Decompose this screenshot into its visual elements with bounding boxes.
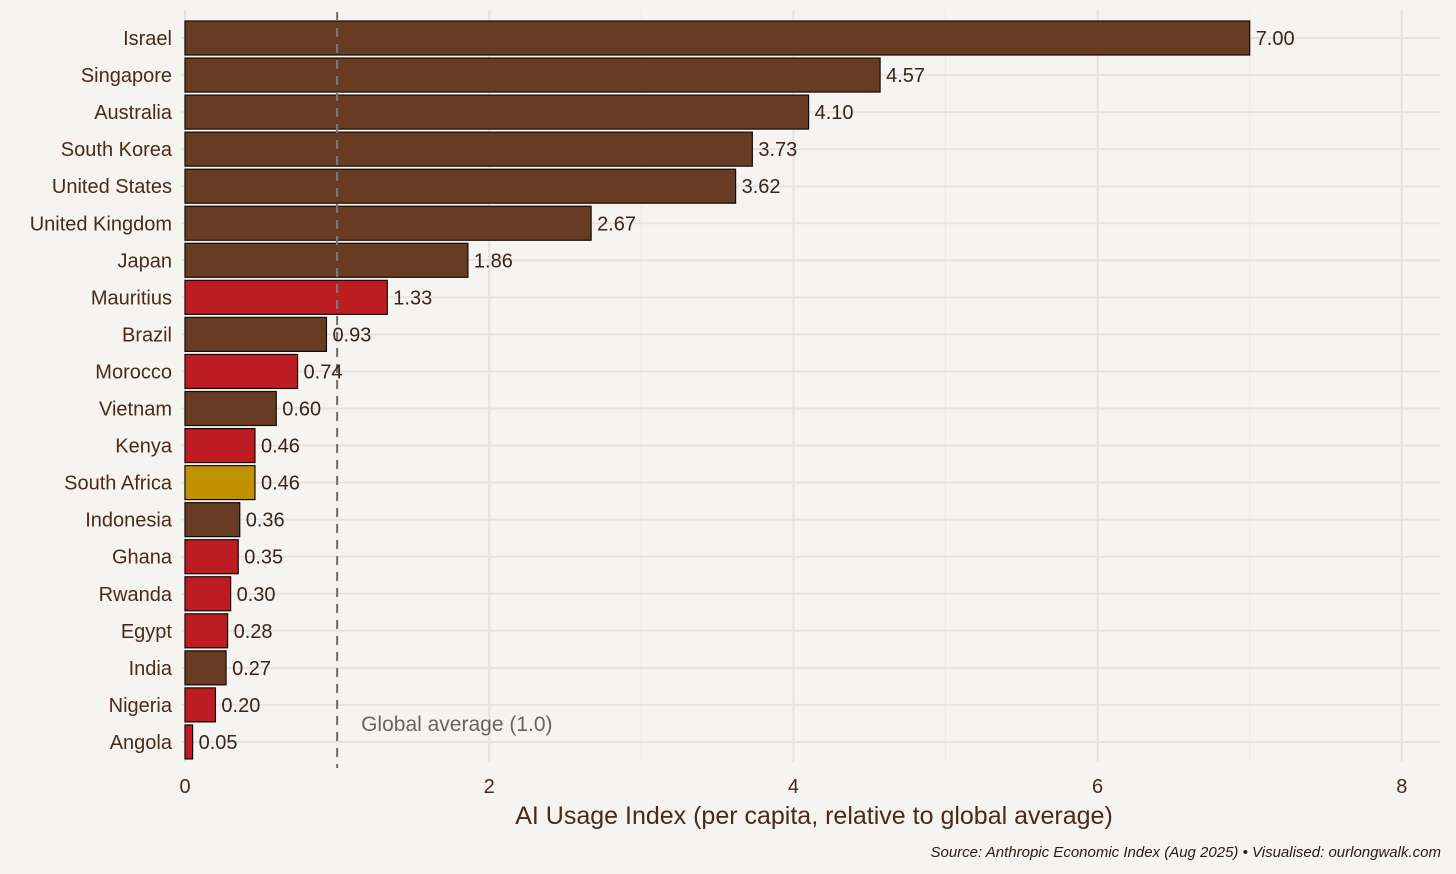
bar-united-states bbox=[184, 168, 737, 204]
category-label: United Kingdom bbox=[30, 213, 172, 235]
bar-brazil bbox=[184, 316, 328, 352]
x-axis-label: AI Usage Index (per capita, relative to … bbox=[515, 802, 1113, 830]
x-tick-label: 0 bbox=[179, 776, 190, 798]
bar-nigeria bbox=[184, 687, 217, 723]
value-label: 4.10 bbox=[815, 102, 854, 124]
value-label: 0.35 bbox=[244, 547, 283, 569]
category-label: Angola bbox=[110, 732, 173, 754]
value-label: 3.62 bbox=[742, 176, 781, 198]
category-label: Mauritius bbox=[91, 287, 172, 309]
category-label: Egypt bbox=[121, 621, 173, 643]
category-label: United States bbox=[52, 176, 172, 198]
bar-south-africa bbox=[184, 465, 256, 501]
value-label: 0.28 bbox=[234, 621, 273, 643]
category-label: Japan bbox=[118, 250, 173, 272]
category-label: Morocco bbox=[95, 361, 172, 383]
global-average-label: Global average (1.0) bbox=[361, 713, 552, 736]
value-label: 3.73 bbox=[758, 139, 797, 161]
bar-singapore bbox=[184, 57, 881, 93]
value-label: 0.46 bbox=[261, 473, 300, 495]
value-label: 0.74 bbox=[304, 361, 343, 383]
value-label: 0.27 bbox=[232, 658, 271, 680]
value-label: 1.33 bbox=[393, 287, 432, 309]
bar-rwanda bbox=[184, 576, 232, 612]
bar-angola bbox=[184, 724, 194, 760]
bar-vietnam bbox=[184, 390, 277, 427]
value-label: 0.30 bbox=[237, 584, 276, 606]
category-label: Nigeria bbox=[109, 695, 173, 717]
value-label: 0.20 bbox=[221, 695, 260, 717]
bar-kenya bbox=[184, 427, 256, 464]
category-label: Israel bbox=[123, 28, 172, 50]
value-label: 0.36 bbox=[246, 510, 285, 532]
reference-line-group: Global average (1.0) bbox=[336, 12, 553, 768]
caption: Source: Anthropic Economic Index (Aug 20… bbox=[930, 844, 1441, 861]
bar-egypt bbox=[184, 613, 229, 649]
category-label: India bbox=[129, 658, 173, 680]
category-label: Ghana bbox=[112, 547, 173, 569]
x-tick-label: 2 bbox=[484, 776, 495, 798]
bar-ghana bbox=[184, 539, 239, 575]
bar-indonesia bbox=[184, 502, 241, 538]
x-tick-label: 6 bbox=[1092, 776, 1103, 798]
bars bbox=[184, 20, 1251, 760]
bar-mauritius bbox=[184, 279, 388, 315]
x-tick-label: 8 bbox=[1396, 776, 1407, 798]
bar-israel bbox=[184, 20, 1251, 56]
value-label: 0.93 bbox=[332, 324, 371, 346]
bar-australia bbox=[184, 94, 810, 130]
category-label: Rwanda bbox=[99, 584, 173, 606]
category-label: Singapore bbox=[81, 65, 172, 87]
category-label: Indonesia bbox=[85, 510, 173, 532]
value-label: 4.57 bbox=[886, 65, 925, 87]
value-label: 2.67 bbox=[597, 213, 636, 235]
value-label: 0.60 bbox=[282, 399, 321, 421]
x-tick-label: 4 bbox=[788, 776, 799, 798]
bar-india bbox=[184, 650, 227, 686]
category-label: South Africa bbox=[64, 473, 173, 495]
bar-morocco bbox=[184, 353, 299, 390]
value-label: 0.46 bbox=[261, 436, 300, 458]
bar-japan bbox=[184, 242, 469, 278]
category-label: Australia bbox=[94, 102, 173, 124]
bar-united-kingdom bbox=[184, 205, 592, 241]
bar-south-korea bbox=[184, 131, 753, 167]
category-label: Kenya bbox=[115, 436, 173, 458]
labels: 7.00 Israel 4.57 Singapore 4.10 Australia 3.73… bbox=[30, 28, 1408, 798]
value-label: 0.05 bbox=[199, 732, 238, 754]
category-label: Vietnam bbox=[99, 399, 172, 421]
category-label: Brazil bbox=[122, 324, 172, 346]
value-label: 7.00 bbox=[1256, 28, 1295, 50]
category-label: South Korea bbox=[61, 139, 173, 161]
value-label: 1.86 bbox=[474, 250, 513, 272]
